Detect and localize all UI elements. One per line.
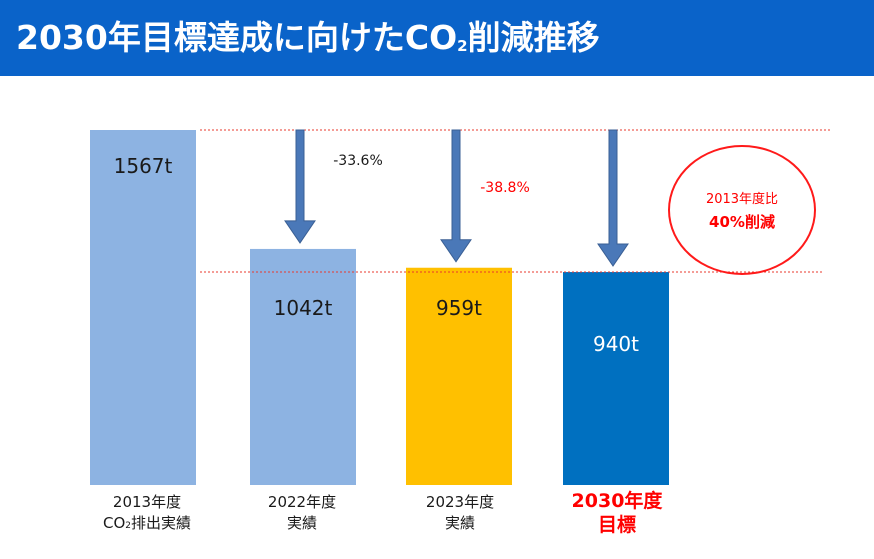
bar-2: [406, 267, 512, 485]
value-label-0: 1567t: [114, 154, 173, 178]
badge-line1: 2013年度比: [705, 192, 779, 207]
x-label-line1: 2022年度: [267, 493, 337, 511]
page-title-subscript: 2: [457, 37, 468, 55]
page-title-tail: 削減推移: [467, 18, 600, 57]
bar-1: [250, 248, 356, 485]
reduction-badge: 2013年度比 40%削減: [668, 145, 816, 275]
percent-annotation-1: -38.8%: [480, 180, 530, 196]
value-label-1: 1042t: [274, 296, 333, 320]
page-title: 2030年目標達成に向けたCO: [16, 18, 458, 57]
x-label-line1: 2030年度: [571, 490, 663, 512]
x-label-line2: 実績: [444, 514, 475, 532]
reduction-arrow-1: [284, 129, 316, 244]
value-label-2: 959t: [436, 296, 482, 320]
x-label-line2: CO2排出実績: [102, 514, 192, 532]
x-label-line2: 実績: [286, 514, 317, 532]
bar-0: [90, 130, 196, 485]
bar-3: [563, 272, 669, 485]
badge-line2: 40%削減: [709, 213, 775, 231]
x-label-line2: 目標: [597, 514, 636, 536]
percent-annotation-0: -33.6%: [333, 153, 383, 169]
x-label-2022: 2022年度 実績: [227, 492, 377, 534]
title-banner: 2030年目標達成に向けたCO2削減推移: [0, 0, 874, 76]
x-label-2030-target: 2030年度 目標: [542, 489, 692, 537]
value-label-3: 940t: [593, 332, 639, 356]
x-label-line1: 2023年度: [425, 493, 495, 511]
x-label-2013: 2013年度 CO2排出実績: [72, 492, 222, 537]
reduction-arrow-2: [440, 129, 472, 263]
x-label-2023: 2023年度 実績: [385, 492, 535, 534]
reduction-arrow-3: [597, 129, 629, 267]
x-label-line1: 2013年度: [112, 493, 182, 511]
